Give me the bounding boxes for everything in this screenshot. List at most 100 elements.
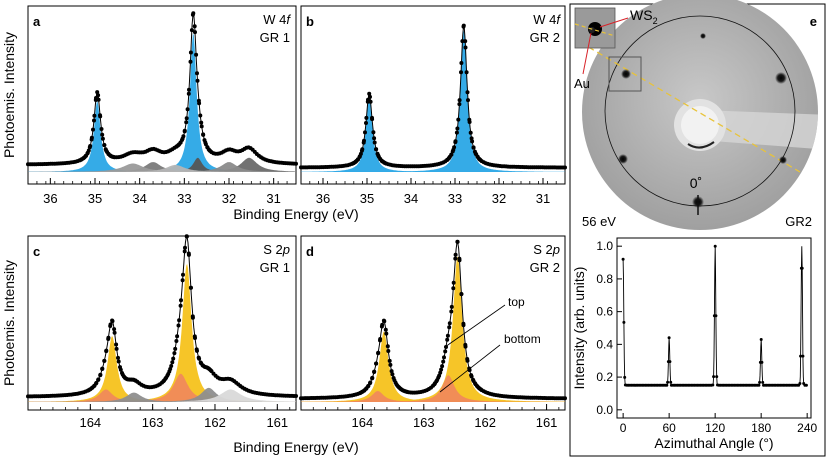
panel-d-letter: d xyxy=(306,244,314,259)
panel-c-tick-label: 161 xyxy=(266,415,288,430)
panel-a-data-point xyxy=(89,137,94,142)
panel-d-data-point xyxy=(443,349,448,354)
panel-a-data-point xyxy=(191,11,196,16)
leed-gun-center xyxy=(681,106,719,144)
panel-a-data-point xyxy=(186,91,191,96)
panel-a-title-line2: GR 1 xyxy=(260,30,290,45)
panel-a-data-point xyxy=(86,148,91,153)
leed-spot-gr-ws2 xyxy=(621,69,631,79)
panel-d-tick-label: 164 xyxy=(352,415,374,430)
panel-d-data-point xyxy=(445,337,450,342)
panel-c-data-point xyxy=(174,339,179,343)
panel-b-title-line1: W 4f xyxy=(533,12,561,27)
profile-data-point xyxy=(804,383,808,387)
profile-data-point xyxy=(761,380,765,384)
panel-d-component-bottom-2p1-2 xyxy=(301,391,565,402)
panel-a-data-point xyxy=(100,136,105,141)
panel-b-data-point xyxy=(368,94,372,99)
panel-a-data-point xyxy=(103,147,108,152)
panel-a-component-comp2 xyxy=(28,162,296,172)
panel-d-data-point xyxy=(358,390,363,395)
leed-gun-shadow xyxy=(700,110,818,150)
panel-d-data-point xyxy=(388,362,393,367)
panel-b-data-point xyxy=(350,161,355,166)
top-xlabel: Binding Energy (eV) xyxy=(233,206,358,222)
profile-data-point xyxy=(665,383,669,387)
panel-d-data-point xyxy=(459,292,464,296)
panel-b-data-point xyxy=(460,39,465,44)
profile-data-point xyxy=(622,320,626,324)
panel-b-data-point xyxy=(453,139,458,144)
panel-b-data-point xyxy=(465,90,470,95)
profile-data-point xyxy=(801,354,805,358)
panel-b-component-fills xyxy=(301,30,565,173)
leed-inset xyxy=(574,7,616,49)
panel-d-data-point xyxy=(469,373,474,378)
panel-a-ticks: 36 35 34 33 32 31 xyxy=(27,178,288,206)
panel-a-data-point xyxy=(181,134,186,139)
panel-a-data-point xyxy=(184,116,189,121)
panel-a-component-comp5 xyxy=(28,162,296,172)
panel-d-data-point xyxy=(370,375,375,380)
panel-a-tick-label: 33 xyxy=(177,191,191,206)
panel-c-tick-label: 164 xyxy=(79,415,101,430)
panel-c-ticks: 164 163 162 161 xyxy=(27,404,291,430)
panel-d-data-point xyxy=(461,321,466,326)
panel-b-data-point xyxy=(363,130,367,135)
panel-c-data-point xyxy=(165,373,170,378)
panel-c-frame xyxy=(27,235,297,411)
panel-b-data-point xyxy=(445,157,450,162)
panel-d-data-point xyxy=(439,367,444,372)
azimuthal-profile: 0 60 120 180 240 0.0 0.2 0.4 0.6 0.8 1.0 Azimuthal… xyxy=(571,237,817,451)
panel-b-tick-label: 33 xyxy=(448,191,462,206)
panel-a-data-point xyxy=(203,142,208,147)
panel-a-data-point xyxy=(196,98,201,103)
panel-b-data-point xyxy=(364,115,369,120)
profile-y-tick-label: 0.8 xyxy=(596,272,613,286)
panel-c-data-point xyxy=(294,394,298,398)
panel-d-data-point xyxy=(453,256,458,261)
panel-a-data-point xyxy=(189,28,194,33)
profile-data-point xyxy=(798,382,802,385)
panel-c-data-point xyxy=(181,272,185,277)
au-arrow xyxy=(582,32,592,75)
profile-data-point xyxy=(713,244,717,248)
panel-b-data-point xyxy=(456,117,461,122)
panel-c-data-point xyxy=(188,285,193,290)
profile-ticks: 0 60 120 180 240 0.0 0.2 0.4 0.6 0.8 1.0 xyxy=(596,239,817,435)
panel-c-component-bottom-2p3-2 xyxy=(28,373,296,402)
panel-d-data-point xyxy=(441,359,446,364)
panel-b-data-point xyxy=(364,121,368,125)
panel-d-data-point xyxy=(383,327,388,332)
profile-x-tick-label: 0 xyxy=(620,421,627,435)
panel-d-tick-label: 162 xyxy=(474,415,496,430)
panel-c-data-point xyxy=(118,365,122,370)
panel-c-data-point xyxy=(183,245,187,250)
panel-b-data-point xyxy=(459,70,463,75)
panel-c-data-point xyxy=(170,360,175,365)
panel-b-data-point xyxy=(461,23,466,28)
panel-a-data-point xyxy=(195,78,200,83)
panel-a-data-point xyxy=(182,128,187,133)
panel-a-data-point xyxy=(99,127,104,131)
panel-b-data-point xyxy=(457,102,462,107)
panel-c-data-point xyxy=(106,337,111,341)
panel-c-data-point xyxy=(112,330,117,335)
panel-a-data-point xyxy=(188,50,193,55)
panel-c-data-point xyxy=(186,252,191,257)
panel-d-data-point xyxy=(436,375,441,380)
profile-y-tick-label: 1.0 xyxy=(596,239,613,253)
panel-c-data-points xyxy=(26,234,298,399)
profile-data-point xyxy=(799,354,803,358)
ws2-label: WS2 xyxy=(630,7,658,26)
leed-angle-label: 0˚ xyxy=(690,175,702,191)
panel-c-data-point xyxy=(178,303,183,308)
panel-b-tick-label: 35 xyxy=(360,191,374,206)
panel-b-data-point xyxy=(374,147,379,152)
panel-c-data-point xyxy=(167,369,172,374)
profile-data-point xyxy=(758,380,762,384)
panel-d-data-point xyxy=(387,358,392,363)
panel-c-data-point xyxy=(96,377,101,382)
